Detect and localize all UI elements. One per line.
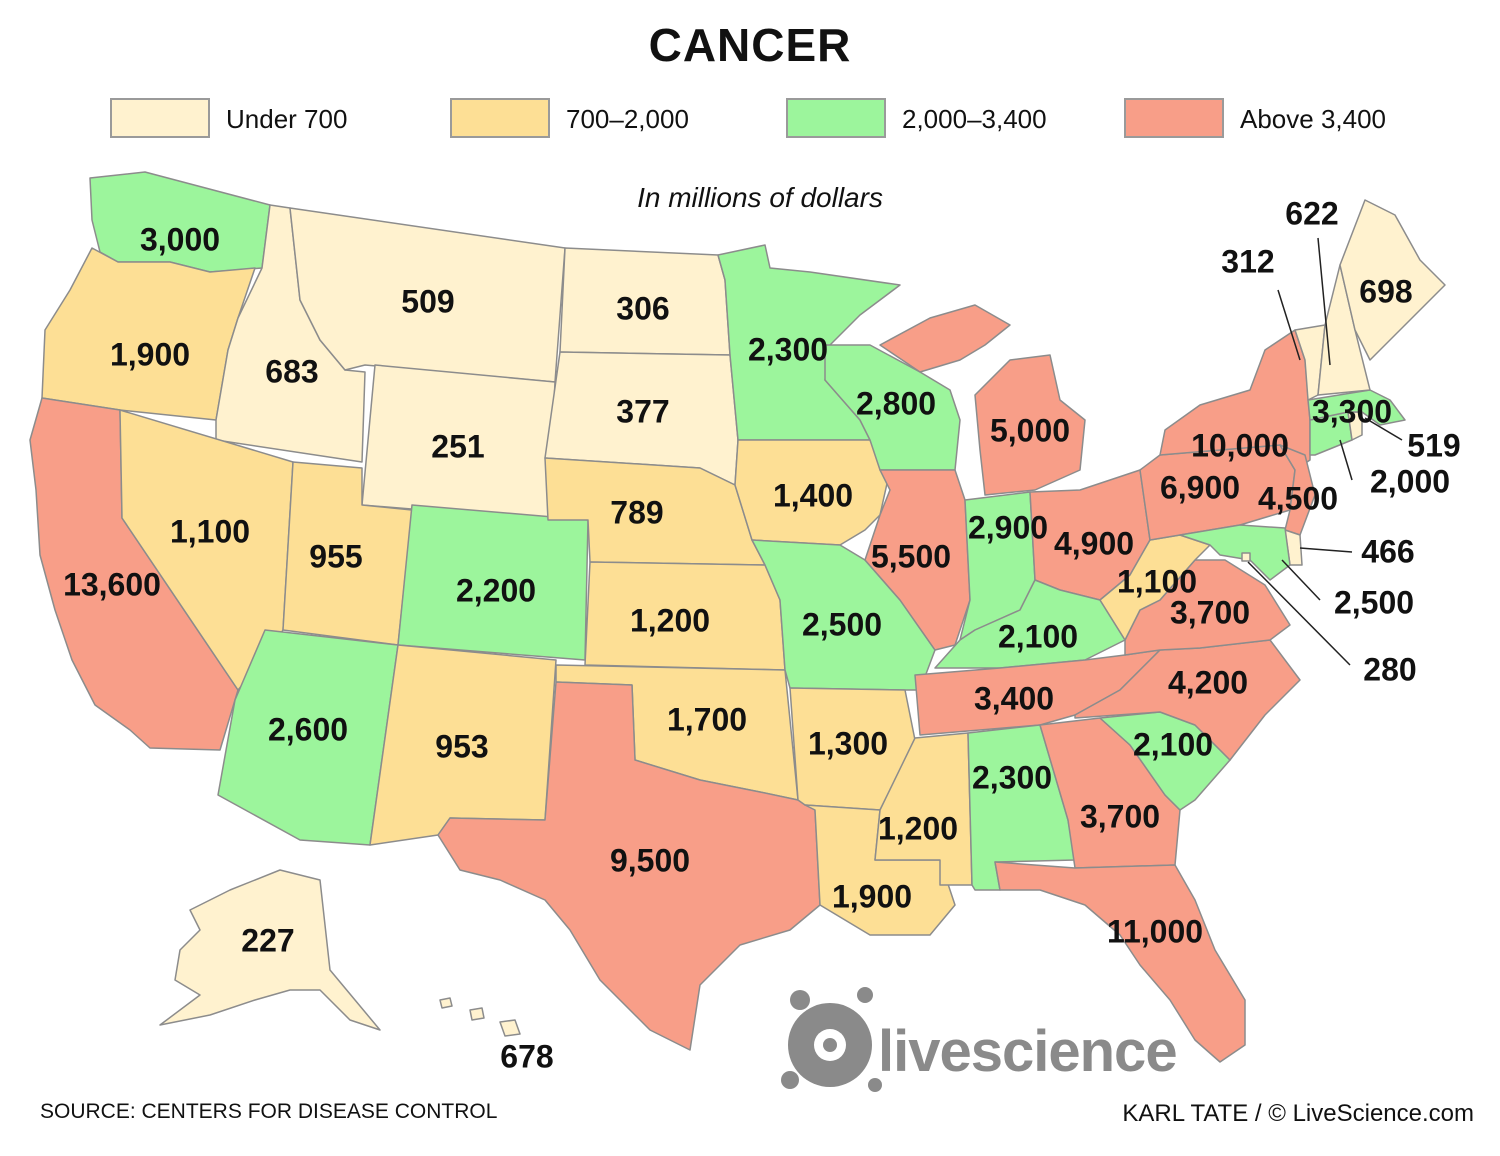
value-label-wa: 3,000 [139,221,221,258]
value-label-mi: 5,000 [989,412,1071,449]
value-label-ar: 1,300 [807,725,889,762]
value-label-tx: 9,500 [609,842,691,879]
state-NH [1317,264,1371,396]
value-label-id: 683 [265,353,319,390]
value-label-sd: 377 [616,393,670,430]
value-label-mn: 2,300 [747,331,829,368]
value-label-ne: 789 [610,494,664,531]
value-label-ut: 955 [309,538,363,575]
legend-label-2: 2,000–3,400 [902,104,1047,134]
leader-lines [1247,237,1403,666]
value-label-ma: 3,300 [1311,393,1393,430]
units-note: In millions of dollars [637,182,883,213]
state-FL [994,861,1246,1063]
state-MD [1179,524,1291,581]
value-label-nc: 4,200 [1167,664,1249,701]
value-label-ri: 519 [1407,427,1461,464]
state-MA [1307,389,1406,426]
value-label-me: 698 [1359,273,1413,310]
map-title: CANCER [648,19,852,71]
value-label-sc: 2,100 [1132,726,1214,763]
state-MI [879,304,1086,496]
credit-note: KARL TATE / © LiveScience.com [1122,1100,1474,1127]
value-label-al: 2,300 [971,759,1053,796]
livescience-logo: livescience [878,1019,1178,1084]
state-DC [1241,552,1251,562]
legend-label-0: Under 700 [226,104,348,134]
value-label-or: 1,900 [109,336,191,373]
value-label-nv: 1,100 [169,513,251,550]
value-label-nh: 622 [1285,195,1339,232]
value-label-ca: 13,600 [63,566,161,603]
legend-label-3: Above 3,400 [1240,104,1387,134]
value-label-nj: 4,500 [1257,480,1339,517]
livescience-logo-mark [781,987,882,1092]
value-label-dc: 280 [1363,651,1417,688]
state-ME [1339,199,1446,361]
value-label-tn: 3,400 [973,680,1055,717]
value-label-md: 2,500 [1333,584,1415,621]
value-label-la: 1,900 [831,878,913,915]
state-AK [159,869,381,1031]
state-WV [1099,534,1211,641]
legend-swatch-1 [450,98,550,138]
value-label-ak: 227 [241,922,295,959]
value-label-ia: 1,400 [772,477,854,514]
value-label-wi: 2,800 [855,385,937,422]
value-label-in: 2,900 [967,509,1049,546]
value-label-ga: 3,700 [1079,798,1161,835]
value-label-pa: 6,900 [1159,469,1241,506]
value-label-ok: 1,700 [666,701,748,738]
value-label-wy: 251 [431,428,485,465]
state-IL [864,469,971,651]
value-label-il: 5,500 [870,538,952,575]
value-label-nm: 953 [435,728,489,765]
value-label-ks: 1,200 [629,602,711,639]
value-label-nd: 306 [616,290,670,327]
value-label-co: 2,200 [455,572,537,609]
value-label-oh: 4,900 [1053,525,1135,562]
value-label-hi: 678 [500,1038,554,1075]
value-label-va: 3,700 [1169,594,1251,631]
legend-swatch-0 [110,98,210,138]
value-label-ky: 2,100 [997,618,1079,655]
source-note: SOURCE: CENTERS FOR DISEASE CONTROL [40,1100,498,1123]
state-HI [439,997,521,1037]
state-MO [751,539,936,691]
value-label-ms: 1,200 [877,810,959,847]
value-label-ct: 2,000 [1369,463,1451,500]
value-label-mo: 2,500 [801,606,883,643]
value-label-vt: 312 [1221,243,1275,280]
value-label-de: 466 [1361,533,1415,570]
value-label-mt: 509 [401,283,455,320]
value-label-az: 2,600 [267,711,349,748]
legend-swatch-2 [786,98,886,138]
state-VT [1294,324,1326,401]
state-TX [437,681,821,1051]
value-label-wv: 1,100 [1116,563,1198,600]
legend-label-1: 700–2,000 [566,104,689,134]
value-label-fl: 11,000 [1106,913,1204,950]
legend-swatch-3 [1124,98,1224,138]
value-label-ny: 10,000 [1191,427,1289,464]
